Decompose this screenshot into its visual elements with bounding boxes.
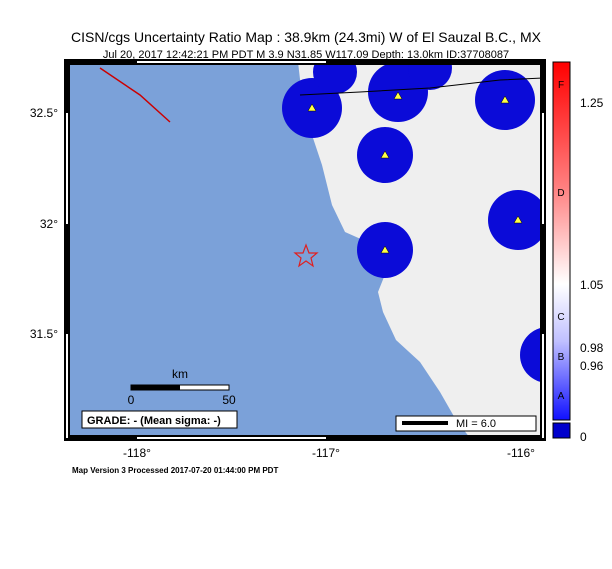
footer: Map Version 3 Processed 2017-07-20 01:44… (72, 466, 278, 475)
scale-bar-seg (131, 385, 180, 390)
scale-label: 50 (222, 393, 236, 407)
colorbar-tick: 0.96 (580, 359, 604, 373)
lat-label: 31.5° (30, 327, 58, 341)
lat-label: 32.5° (30, 106, 58, 120)
station (500, 95, 510, 104)
frame-ticks (66, 61, 544, 439)
scale-label: 0 (128, 393, 135, 407)
colorbar (552, 61, 571, 421)
colorbar-tick: 1.25 (580, 96, 604, 110)
title: CISN/cgs Uncertainty Ratio Map : 38.9km … (71, 29, 542, 45)
zone (408, 62, 452, 90)
scale-bar: km 0 50 (128, 367, 236, 407)
colorbar-letter: A (558, 391, 565, 402)
epicenter (293, 243, 319, 268)
station (380, 245, 390, 254)
mi-legend: MI = 6.0 (456, 418, 496, 430)
fault (99, 67, 171, 123)
lon-label: -116° (507, 446, 535, 460)
scale-unit: km (172, 367, 188, 381)
zone (313, 62, 357, 94)
colorbar-letter: B (558, 352, 565, 363)
colorbar-tick: 1.05 (580, 278, 604, 292)
station (307, 103, 317, 112)
station (380, 150, 390, 159)
grade: GRADE: - (Mean sigma: -) (87, 415, 221, 427)
colorbar-letter: D (557, 188, 564, 199)
zone (520, 327, 543, 383)
colorbar-letter: F (558, 80, 564, 91)
map-area (67, 62, 543, 438)
subtitle: Jul 20, 2017 12:42:21 PM PDT M 3.9 N31.8… (103, 49, 509, 61)
lat-label: 32° (40, 217, 58, 231)
colorbar-letter: C (557, 312, 564, 323)
station (513, 215, 523, 224)
mi-box (395, 415, 537, 432)
station (393, 91, 403, 100)
stations (307, 91, 523, 254)
lon-label: -117° (312, 446, 340, 460)
colorbar-tick: 0 (580, 430, 587, 444)
grade-box (81, 410, 238, 429)
border-line (299, 77, 543, 96)
colorbar-tick: 0.98 (580, 341, 604, 355)
colorbar-zero (552, 422, 571, 439)
lon-label: -118° (123, 446, 151, 460)
